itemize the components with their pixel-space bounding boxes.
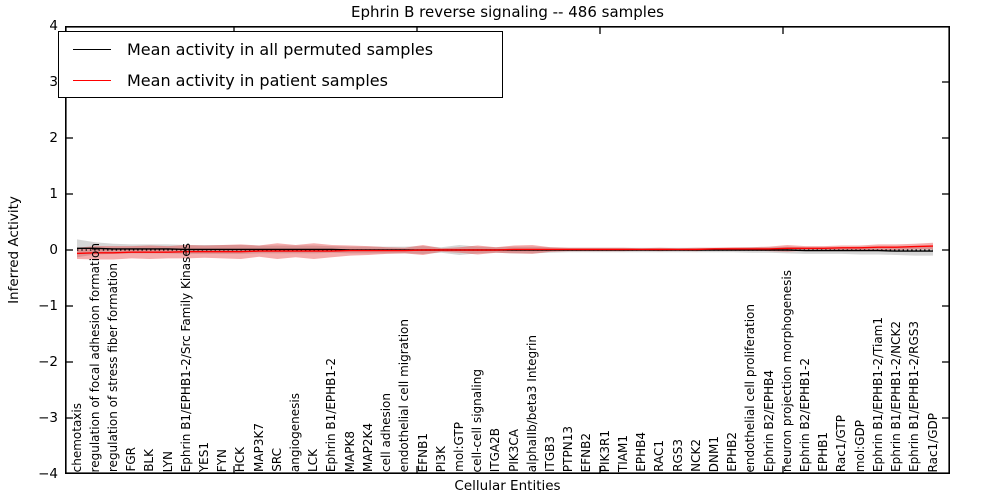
x-tick-label: endothelial cell proliferation [743, 303, 758, 472]
x-tick-label: Ephrin B1/EPHB1-2/Tiam1 [870, 316, 885, 472]
x-tick-label: alphaIIb/beta3 Integrin [524, 334, 539, 472]
x-tick-label: Rac1/GDP [925, 412, 940, 472]
x-tick-label: SRC [269, 448, 284, 472]
x-tick-label: angiogenesis [288, 392, 303, 472]
std-band-patient [77, 242, 933, 260]
x-tick-label: EPHB4 [634, 432, 649, 472]
x-tick-label: endothelial cell migration [397, 318, 412, 472]
x-tick-label: FGR [124, 447, 139, 472]
x-tick-label: YES1 [196, 441, 211, 472]
x-tick-label: LCK [306, 449, 321, 472]
x-tick-label: HCK [233, 446, 248, 472]
x-tick-label: mol:GDP [852, 419, 867, 472]
x-tick-label: regulation of stress fiber formation [105, 262, 120, 472]
std-band-permuted [77, 239, 933, 258]
x-tick-label: RAC1 [652, 440, 667, 472]
axes-spines [65, 26, 950, 474]
x-axis-label: Cellular Entities [454, 478, 561, 494]
permuted-line-swatch [73, 48, 111, 50]
legend-row-patient: Mean activity in patient samples [73, 66, 502, 94]
x-tick-label: EPHB1 [816, 432, 831, 472]
x-tick-label: PI3K [433, 445, 448, 472]
legend: Mean activity in all permuted samples Me… [58, 31, 503, 98]
chart-title: Ephrin B reverse signaling -- 486 sample… [350, 3, 664, 21]
x-tick-label: Ephrin B1/EPHB1-2/NCK2 [889, 321, 904, 472]
x-tick-label: Ephrin B2/EPHB1-2 [798, 357, 812, 472]
x-tick-label: cell-cell signaling [470, 368, 485, 473]
y-tick-label: −4 [38, 466, 58, 482]
x-tick-label: regulation of focal adhesion formation [87, 242, 102, 472]
y-tick-label: −1 [38, 298, 58, 314]
x-tick-label: Ephrin B1/EPHB1-2/Src Family Kinases [178, 242, 193, 472]
x-tick-label: EFNB1 [415, 432, 430, 472]
legend-label-patient: Mean activity in patient samples [127, 70, 388, 90]
x-tick-label: RGS3 [670, 439, 685, 472]
x-tick-label: MAPK8 [342, 430, 357, 472]
y-tick-label: 3 [49, 74, 58, 90]
plot-area: chemotaxis regulation of focal adhesion f… [65, 26, 950, 474]
x-tick-label: EFNB2 [579, 432, 594, 472]
x-tick-label: PTPN13 [561, 425, 576, 472]
x-tick-label: neuron projection morphogenesis [779, 269, 794, 472]
x-tick-label: EPHB2 [725, 432, 740, 472]
x-tick-label: ITGA2B [488, 427, 503, 472]
y-tick-label: −3 [38, 410, 58, 426]
y-tick-label: 0 [49, 242, 58, 258]
x-tick-label: PIK3CA [506, 429, 521, 472]
x-tick-label: mol:GTP [451, 422, 466, 472]
legend-label-permuted: Mean activity in all permuted samples [127, 39, 434, 59]
y-tick-label: 4 [49, 18, 58, 34]
x-tick-label: MAP3K7 [251, 423, 266, 472]
y-tick-label: −2 [38, 354, 58, 370]
mean-line-patient [76, 245, 934, 255]
x-tick-label: FYN [215, 448, 230, 472]
x-tick-label: Ephrin B1/EPHB1-2 [324, 357, 339, 472]
x-tick-label: TIAM1 [615, 434, 630, 472]
x-tick-label: ITGB3 [543, 435, 558, 472]
legend-row-permuted: Mean activity in all permuted samples [73, 35, 502, 63]
x-tick-label: cell adhesion [379, 393, 394, 472]
x-tick-label: Ephrin B1/EPHB1-2/RGS3 [907, 320, 922, 472]
x-tick-label: DNM1 [706, 435, 721, 472]
x-tick-label: chemotaxis [69, 402, 84, 472]
y-tick-label: 2 [49, 130, 58, 146]
x-tick-label: NCK2 [688, 439, 703, 472]
x-tick-label: LYN [160, 450, 175, 472]
x-tick-label: PIK3R1 [597, 429, 612, 472]
x-tick-label: BLK [142, 449, 157, 472]
x-tick-label: Rac1/GTP [834, 414, 849, 472]
plot-canvas [65, 26, 950, 474]
x-tick-label: MAP2K4 [360, 423, 375, 472]
patient-line-swatch [73, 79, 111, 81]
x-tick-label: Ephrin B2/EPHB4 [761, 369, 776, 472]
y-tick-label: 1 [49, 186, 58, 202]
